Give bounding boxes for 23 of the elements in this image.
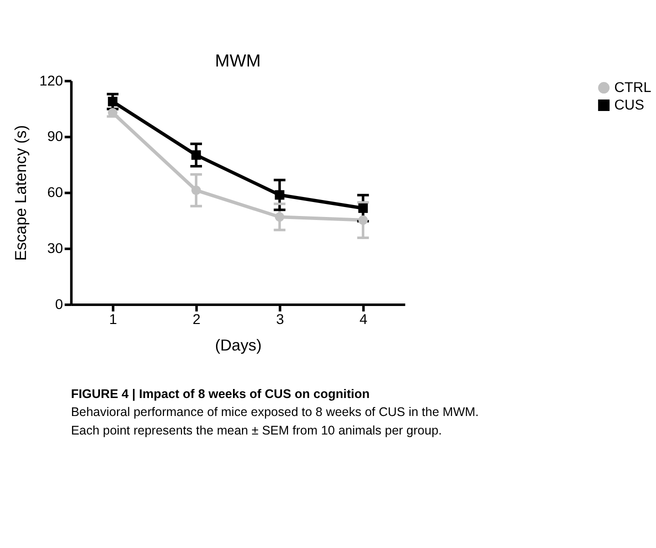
point	[274, 212, 284, 222]
x-axis-title: (Days)	[214, 338, 262, 355]
y-tick-label: 120	[39, 73, 64, 90]
y-axis-title: Escape Latency (s)	[12, 125, 30, 261]
legend-label: CUS	[614, 97, 644, 114]
chart-title: MWM	[215, 50, 261, 70]
caption: FIGURE 4 | Impact of 8 weeks of CUS on cognition	[70, 386, 370, 401]
y-tick-label: 0	[55, 296, 64, 313]
point	[191, 150, 201, 160]
point	[274, 190, 284, 200]
text: Behavioral performance of mice exposed to 8 weeks of CUS in the MWM. Each point represents the mean ± SEM from 10 animals per group.	[70, 405, 479, 438]
x-tick-label: 3	[276, 312, 284, 328]
y-tick-label: 30	[47, 241, 64, 258]
y-tick-label: 60	[47, 185, 64, 202]
point	[358, 215, 368, 225]
x-tick-label: 4	[360, 312, 368, 328]
x-tick-label: 2	[192, 312, 201, 328]
point	[108, 96, 118, 106]
point	[358, 203, 368, 213]
point	[191, 186, 201, 196]
y-tick-label: 90	[47, 129, 64, 146]
x-tick-label: 1	[109, 312, 118, 328]
legend-label: CTRL	[614, 80, 652, 96]
